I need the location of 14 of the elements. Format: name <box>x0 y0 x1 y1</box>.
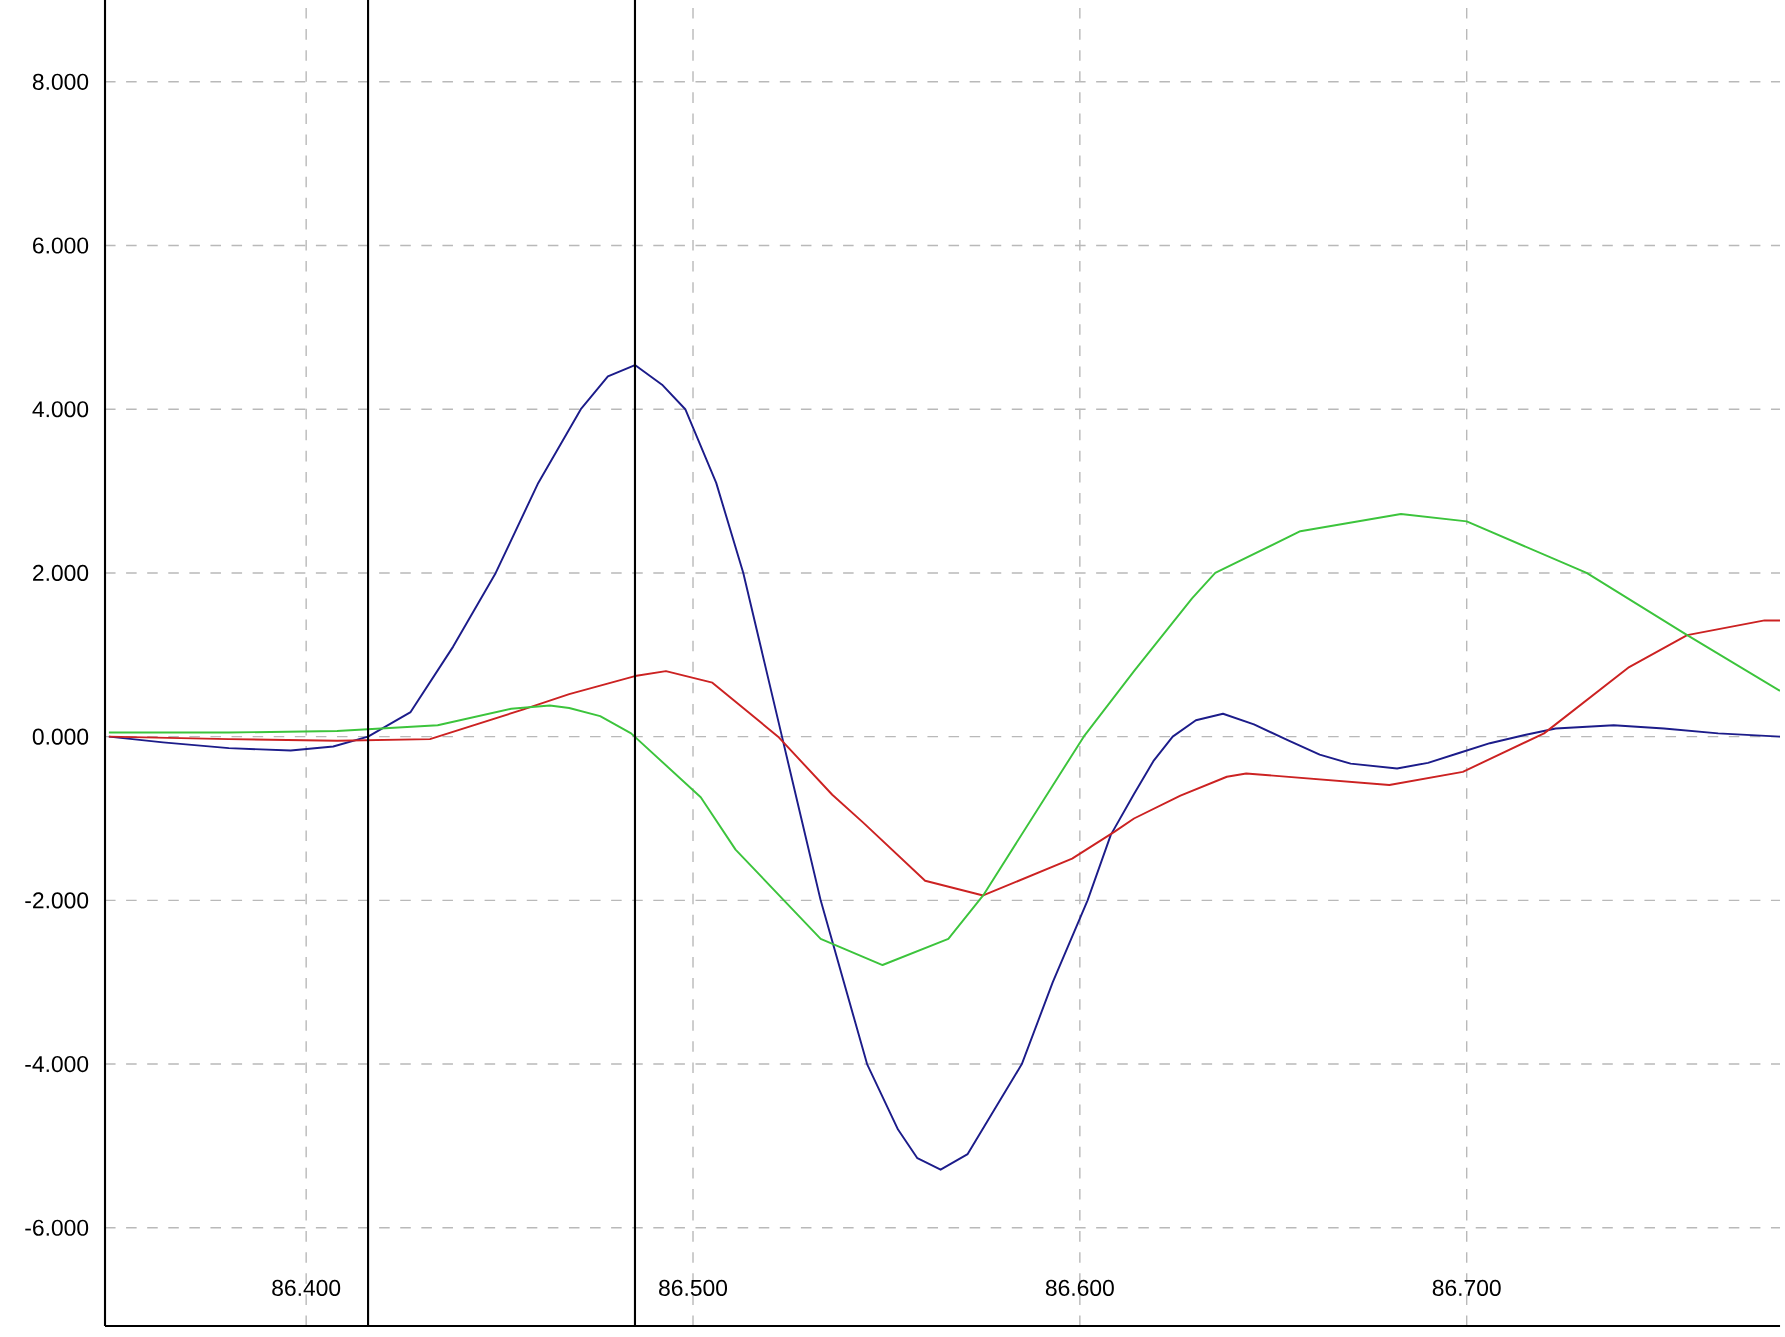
y-tick-label: -2.000 <box>25 892 89 909</box>
line-series <box>107 513 1781 966</box>
y-tick-label: 4.000 <box>32 401 89 418</box>
line-series <box>107 619 1781 897</box>
x-tick-label: 86.500 <box>659 1279 728 1297</box>
x-tick-label: 86.700 <box>1432 1279 1501 1297</box>
x-tick-label: 86.400 <box>272 1279 341 1297</box>
y-tick-label: -4.000 <box>25 1056 89 1073</box>
x-tick-label: 86.600 <box>1045 1279 1114 1297</box>
y-tick-label: -6.000 <box>25 1219 89 1236</box>
y-tick-label: 2.000 <box>33 564 89 582</box>
y-tick-label: 0.000 <box>32 728 89 745</box>
y-tick-label: 8.000 <box>32 73 89 90</box>
y-tick-label: 6.000 <box>33 237 89 254</box>
